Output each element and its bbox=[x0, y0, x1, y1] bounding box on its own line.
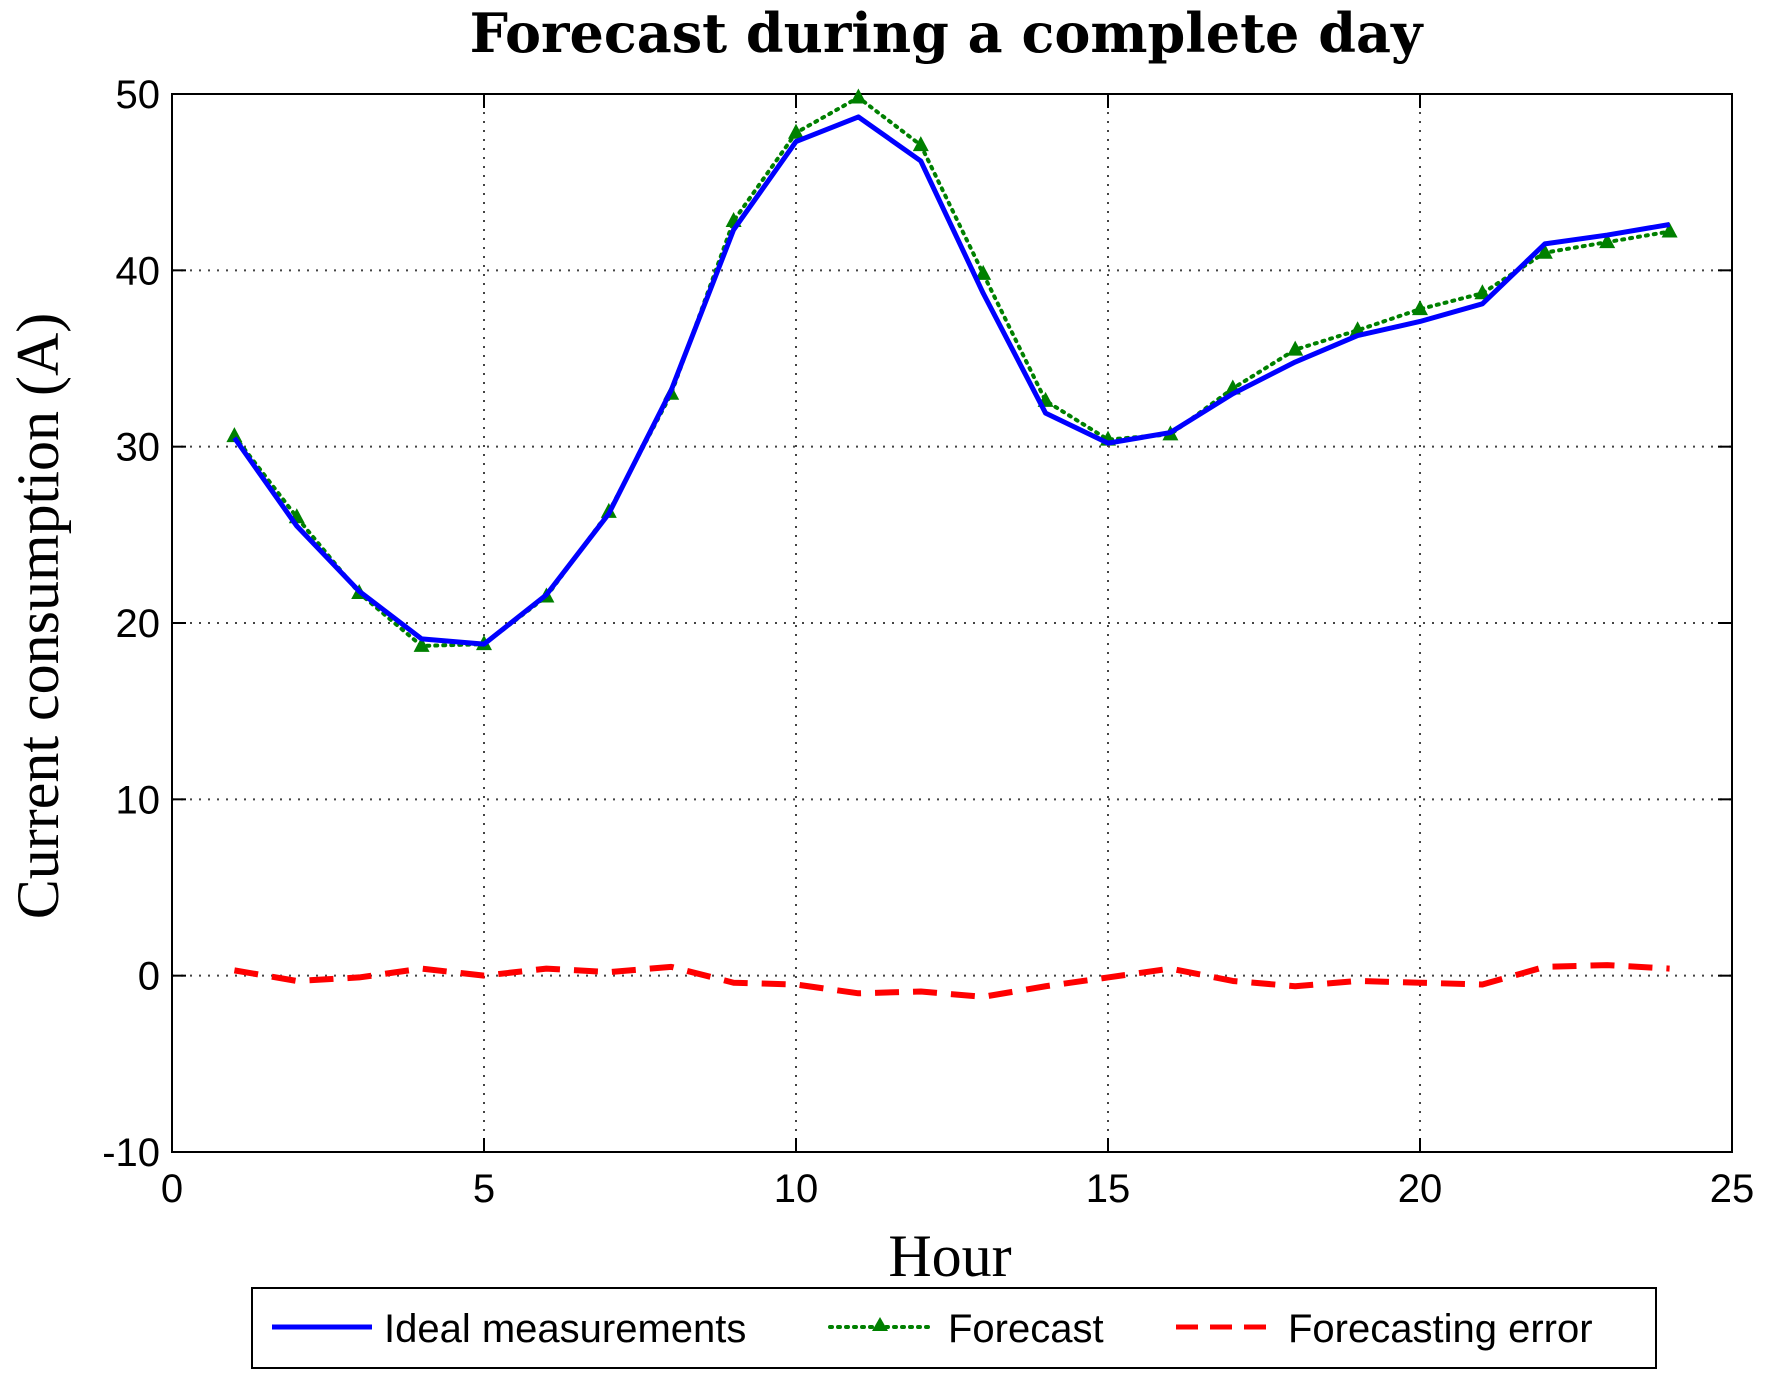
forecast-point bbox=[975, 264, 992, 280]
y-axis-label: Current consumption (A) bbox=[5, 313, 71, 920]
y-tick-label: 40 bbox=[116, 249, 161, 293]
y-tick-label: 20 bbox=[116, 602, 161, 646]
series-line-ideal-measurements bbox=[232, 114, 1671, 647]
x-tick-label: 25 bbox=[1710, 1167, 1755, 1211]
y-tick-label: -10 bbox=[102, 1131, 160, 1175]
y-tick-label: 0 bbox=[138, 955, 160, 999]
chart-title: Forecast during a complete day bbox=[470, 1, 1424, 65]
forecast-point bbox=[912, 136, 929, 152]
x-tick-label: 20 bbox=[1398, 1167, 1443, 1211]
legend-box bbox=[251, 1287, 1657, 1369]
forecast-point bbox=[413, 636, 430, 652]
y-tick-label: 50 bbox=[116, 73, 161, 117]
series-line-forecasting-error bbox=[233, 962, 1670, 1000]
legend-label-forecast: Forecast bbox=[948, 1307, 1104, 1351]
forecast-point bbox=[1287, 340, 1304, 356]
forecast-point bbox=[850, 88, 867, 104]
forecast-point bbox=[226, 427, 243, 443]
x-tick-label: 0 bbox=[161, 1167, 183, 1211]
x-tick-label: 5 bbox=[473, 1167, 495, 1211]
legend-label-ideal: Ideal measurements bbox=[384, 1307, 746, 1351]
forecast-point bbox=[1536, 243, 1553, 259]
x-tick-label: 10 bbox=[774, 1167, 819, 1211]
axis-ticks bbox=[171, 93, 1733, 1153]
forecast-point bbox=[1412, 300, 1428, 316]
series-line-forecast bbox=[232, 95, 1672, 648]
forecast-point bbox=[1599, 233, 1616, 249]
legend-label-error: Forecasting error bbox=[1288, 1307, 1593, 1351]
forecast-point bbox=[1474, 284, 1491, 300]
y-tick-label: 10 bbox=[116, 778, 161, 822]
forecast-point bbox=[788, 123, 804, 139]
x-tick-label: 15 bbox=[1086, 1167, 1131, 1211]
x-axis-label: Hour bbox=[888, 1223, 1011, 1289]
legend-marker-forecast bbox=[872, 1317, 888, 1331]
legend: Ideal measurements Forecast Forecasting … bbox=[251, 1287, 1657, 1369]
series-layer bbox=[226, 88, 1678, 1000]
forecast-point bbox=[1661, 222, 1678, 238]
y-tick-label: 30 bbox=[116, 426, 161, 470]
